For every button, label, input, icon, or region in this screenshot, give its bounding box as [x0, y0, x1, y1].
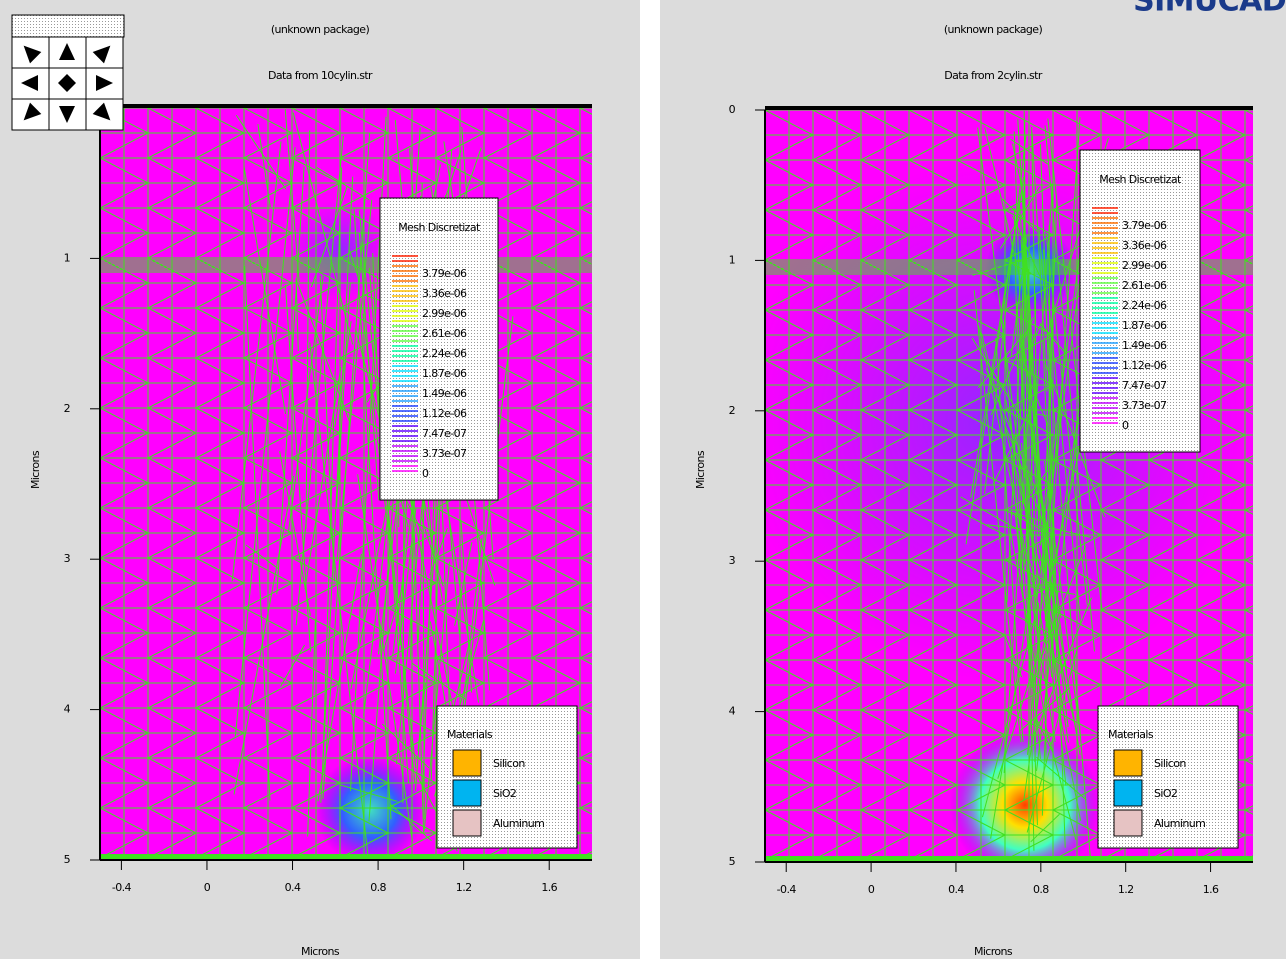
y-axis-label: Microns: [29, 450, 42, 489]
colorbar-label: 3.36e-06: [422, 287, 467, 300]
colorbar-label: 0: [422, 467, 429, 480]
y-tick-label: 5: [64, 853, 71, 866]
colorbar-label: 2.99e-06: [422, 307, 467, 320]
colorbar-label: 7.47e-07: [422, 427, 467, 440]
material-name: Aluminum: [1154, 817, 1205, 830]
colorbar-label: 1.12e-06: [1122, 359, 1167, 372]
x-tick-label: 1.2: [1118, 883, 1134, 896]
colorbar-label: 7.47e-07: [1122, 379, 1167, 392]
y-tick-label: 2: [729, 404, 735, 417]
y-tick-label: 3: [64, 552, 71, 565]
x-tick-label: 0.4: [948, 883, 964, 896]
colorbar-label: 1.12e-06: [422, 407, 467, 420]
nav-widget: [12, 15, 124, 130]
x-tick-label: -0.4: [777, 883, 797, 896]
material-name: SiO2: [493, 787, 516, 800]
colorbar-label: 2.99e-06: [1122, 259, 1167, 272]
x-tick-label: 1.6: [541, 881, 557, 894]
colorbar-label: 1.87e-06: [1122, 319, 1167, 332]
nav-bar: [12, 15, 124, 37]
colorbar-label: 2.61e-06: [422, 327, 467, 340]
material-name: Silicon: [493, 757, 525, 770]
colorbar-label: 3.73e-07: [422, 447, 467, 460]
y-axis-label: Microns: [694, 450, 707, 489]
materials-title: Materials: [447, 728, 493, 741]
material-swatch: [1114, 750, 1142, 776]
material-name: Silicon: [1154, 757, 1186, 770]
package-label: (unknown package): [271, 23, 370, 36]
logo: SIMUCAD: [1133, 0, 1286, 19]
x-tick-label: 0.8: [1033, 883, 1049, 896]
x-tick-label: 0: [204, 881, 211, 894]
material-swatch: [1114, 810, 1142, 836]
y-tick-label: 2: [64, 402, 70, 415]
colorbar-label: 3.79e-06: [422, 267, 467, 280]
x-tick-label: 0.8: [370, 881, 386, 894]
colorbar-label: 3.36e-06: [1122, 239, 1167, 252]
screen: SIMUCAD (unknown package) Data from 10cyl…: [0, 0, 1286, 959]
x-tick-label: 0: [868, 883, 875, 896]
material-swatch: [453, 810, 481, 836]
x-tick-label: 0.4: [285, 881, 301, 894]
materials-title: Materials: [1108, 728, 1154, 741]
y-tick-label: 3: [729, 554, 736, 567]
material-name: SiO2: [1154, 787, 1177, 800]
y-tick-label: 4: [729, 705, 736, 718]
colorbar-label: 1.49e-06: [422, 387, 467, 400]
y-tick-label: 1: [729, 253, 735, 266]
plot-title: Data from 10cylin.str: [268, 69, 373, 82]
colorbar-label: 1.49e-06: [1122, 339, 1167, 352]
x-tick-label: 1.2: [456, 881, 472, 894]
y-tick-label: 5: [729, 855, 736, 868]
colorbar-label: 0: [1122, 419, 1129, 432]
colorbar-label: 2.24e-06: [1122, 299, 1167, 312]
colorbar-label: 3.73e-07: [1122, 399, 1167, 412]
material-name: Aluminum: [493, 817, 544, 830]
x-tick-label: -0.4: [112, 881, 132, 894]
x-axis-label: Microns: [974, 945, 1013, 958]
colorbar-title: Mesh Discretizat: [1099, 173, 1182, 186]
package-label: (unknown package): [944, 23, 1043, 36]
material-swatch: [453, 780, 481, 806]
colorbar-label: 3.79e-06: [1122, 219, 1167, 232]
material-swatch: [453, 750, 481, 776]
page: {"logo":"SIMUCAD", "panels":[ {"package"…: [0, 0, 1286, 959]
colorbar-label: 1.87e-06: [422, 367, 467, 380]
x-tick-label: 1.6: [1203, 883, 1219, 896]
y-tick-label: 1: [64, 251, 70, 264]
material-swatch: [1114, 780, 1142, 806]
plot-title: Data from 2cylin.str: [944, 69, 1043, 82]
colorbar-label: 2.24e-06: [422, 347, 467, 360]
y-tick-label: 4: [64, 703, 71, 716]
colorbar-label: 2.61e-06: [1122, 279, 1167, 292]
x-axis-label: Microns: [301, 945, 340, 958]
colorbar-title: Mesh Discretizat: [398, 221, 481, 234]
y-tick-label: 0: [729, 103, 736, 116]
